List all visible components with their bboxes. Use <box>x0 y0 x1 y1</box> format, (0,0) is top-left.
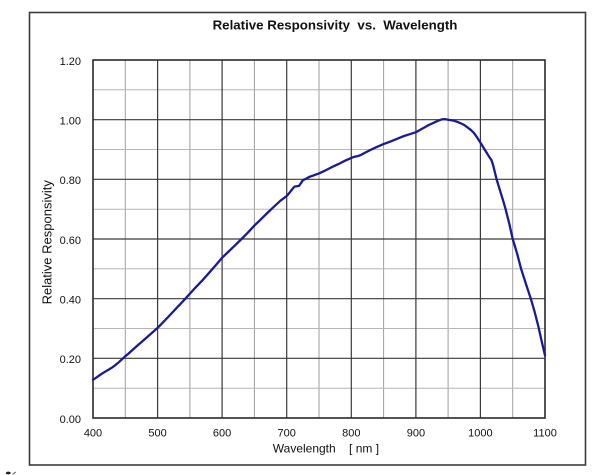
svg-text:600: 600 <box>213 427 231 439</box>
svg-text:1100: 1100 <box>533 427 557 439</box>
svg-text:Wavelength [ nm ]: Wavelength [ nm ] <box>273 442 379 456</box>
svg-text:500: 500 <box>148 427 166 439</box>
svg-text:1.00: 1.00 <box>60 116 81 128</box>
svg-text:0.80: 0.80 <box>60 175 81 187</box>
svg-text:700: 700 <box>278 427 296 439</box>
svg-text:0.60: 0.60 <box>60 235 81 247</box>
svg-text:Relative Responsivity vs. Wa: Relative Responsivity vs. Wavelength <box>213 18 458 33</box>
svg-text:Relative Responsivity: Relative Responsivity <box>39 180 54 305</box>
svg-text:1000: 1000 <box>468 427 492 439</box>
svg-text:400: 400 <box>84 427 102 439</box>
svg-text:800: 800 <box>342 427 360 439</box>
svg-text:1.20: 1.20 <box>60 56 81 68</box>
svg-text:0.40: 0.40 <box>60 295 81 307</box>
svg-text:0.20: 0.20 <box>60 354 81 366</box>
svg-text:0.00: 0.00 <box>60 414 81 426</box>
svg-text:900: 900 <box>407 427 425 439</box>
